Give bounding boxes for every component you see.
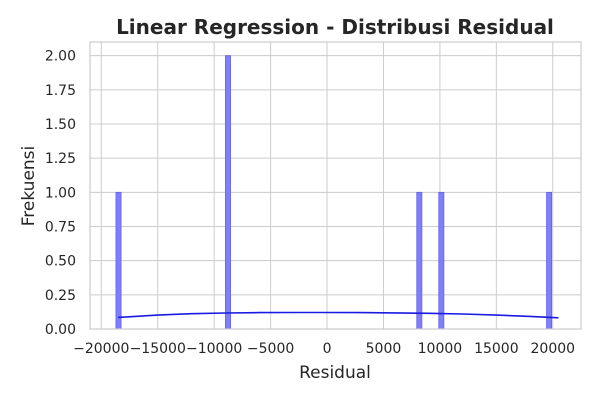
histogram-bar-2 — [225, 55, 231, 330]
x-axis-label: Residual — [299, 363, 371, 383]
histogram-bar-1 — [115, 191, 122, 330]
x-tick-label: −20000 — [73, 341, 129, 357]
plot-frame — [89, 41, 582, 330]
x-tick-label: 0 — [323, 341, 332, 357]
grid-lines — [90, 42, 581, 330]
y-axis-label: Frekuensi — [19, 146, 39, 227]
y-tick-label: 0.75 — [45, 220, 76, 236]
y-tick-label: 0.50 — [45, 254, 76, 270]
y-tick-label: 1.00 — [45, 185, 76, 201]
x-tick-label: 15000 — [474, 341, 519, 357]
histogram-bar-4 — [438, 191, 445, 330]
chart-title: Linear Regression - Distribusi Residual — [116, 15, 554, 39]
x-tick-label: 20000 — [531, 341, 576, 357]
x-tick-label: 5000 — [366, 341, 402, 357]
y-axis-ticks: 0.00 0.25 0.50 0.75 1.00 1.25 1.50 1.75 2.00 — [45, 49, 76, 338]
kde-curve — [118, 311, 559, 319]
y-tick-label: 1.25 — [45, 151, 76, 167]
y-tick-label: 1.75 — [45, 83, 76, 99]
y-tick-label: 0.00 — [45, 322, 76, 338]
x-tick-label: −15000 — [130, 341, 186, 357]
y-tick-label: 2.00 — [45, 49, 76, 65]
histogram-bar-3 — [416, 191, 423, 330]
x-tick-label: −10000 — [186, 341, 242, 357]
x-axis-ticks: −20000 −15000 −10000 −5000 0 5000 10000 15000 20… — [73, 341, 575, 357]
y-tick-label: 0.25 — [45, 288, 76, 304]
x-tick-label: −5000 — [247, 341, 294, 357]
y-tick-label: 1.50 — [45, 117, 76, 133]
x-tick-label: 10000 — [418, 341, 463, 357]
histogram-bar-5 — [546, 191, 553, 330]
